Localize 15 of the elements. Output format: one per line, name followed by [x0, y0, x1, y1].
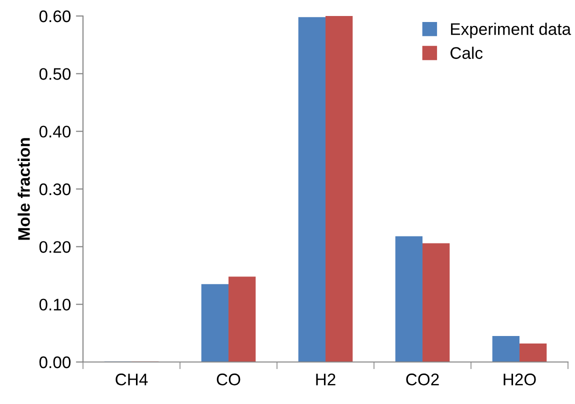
y-tick-label: 0.10 [39, 298, 71, 311]
legend-label: Experiment data [451, 22, 572, 38]
y-tick-label: 0.00 [39, 356, 71, 368]
y-tick-label: 0.40 [39, 126, 71, 138]
x-tick-label: CH4 [116, 374, 148, 386]
y-axis-title: Mole fraction [18, 138, 30, 240]
x-tick-label: CO2 [406, 374, 439, 386]
y-tick-label: 0.20 [39, 241, 71, 253]
legend-label: Calc [450, 46, 483, 59]
x-tick-label: H2O [504, 374, 536, 386]
y-tick-label: 0.30 [39, 183, 71, 196]
x-tick-label: H2 [316, 374, 336, 386]
y-tick-label: 0.60 [39, 10, 71, 22]
x-tick-label: CO [216, 374, 240, 386]
y-tick-label: 0.50 [39, 68, 71, 80]
